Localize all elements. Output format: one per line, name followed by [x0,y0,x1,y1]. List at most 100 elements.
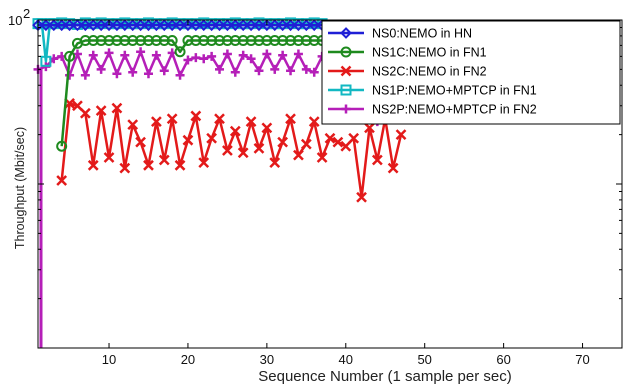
data-point [308,34,320,46]
data-point [87,34,99,46]
data-point [229,125,241,137]
data-point [71,19,84,32]
data-point [39,19,52,32]
data-point [95,34,107,46]
data-point [199,54,209,64]
data-point [260,19,273,32]
data-point [261,122,273,134]
data-point [253,142,265,154]
data-point [286,66,296,76]
data-point [158,154,170,166]
data-point [88,50,98,60]
data-point [293,149,304,161]
data-point [277,34,289,46]
x-tick-label: 50 [417,352,431,367]
data-point [63,19,76,32]
data-point [95,19,108,32]
data-point [151,50,161,60]
x-axis-label: Sequence Number (1 sample per sec) [258,368,511,385]
data-point [213,19,226,32]
data-point [40,55,52,67]
data-point [112,69,122,79]
x-tick-label: 40 [339,352,353,367]
data-point [340,140,352,152]
legend-entry: NS1P:NEMO+MPTCP in FN1 [328,84,537,98]
x-tick-label: 30 [260,352,274,367]
data-point [237,147,249,159]
data-point [159,66,169,76]
data-point [230,67,240,77]
legend-entry: NS2P:NEMO+MPTCP in FN2 [328,103,537,117]
data-point [300,138,312,150]
data-point [371,154,383,166]
legend-label: NS1C:NEMO in FN1 [372,46,487,60]
data-point [190,110,202,122]
legend-marker [340,27,352,39]
data-point [222,145,233,156]
data-point [245,116,257,128]
data-point [135,34,147,46]
data-point [79,19,92,32]
data-point [103,34,115,46]
data-point [182,34,194,46]
data-point [229,34,241,46]
data-point [79,34,91,46]
data-point [293,49,303,59]
data-point [87,159,99,171]
data-point [134,19,147,32]
data-point [238,50,248,60]
legend-entry: NS1C:NEMO in FN1 [328,46,487,60]
legend-entry: NS2C:NEMO in FN2 [328,65,487,79]
legend-marker [340,46,352,58]
data-point [87,19,100,32]
data-point [292,34,304,46]
data-point [120,50,130,60]
data-point [118,19,131,32]
y-axis-label: Throughput (Mbit/sec) [13,127,27,249]
data-point [128,67,138,77]
data-point [182,134,194,146]
data-point [284,19,297,32]
data-point [166,19,179,32]
data-point [245,34,257,46]
data-point [229,19,242,32]
series-1 [32,19,329,32]
data-point [103,152,115,163]
data-point [300,34,312,46]
data-point [253,19,265,32]
data-point [277,136,289,148]
data-point [221,19,234,32]
data-point [182,19,194,32]
data-point [64,50,76,62]
data-point [143,69,153,79]
legend-label: NS1P:NEMO+MPTCP in FN1 [372,84,537,98]
data-point [150,19,163,32]
data-point [111,19,123,32]
series-3 [56,98,407,203]
data-point [300,19,313,32]
data-point [214,113,225,125]
data-point [136,47,146,57]
data-point [119,162,131,174]
data-point [324,132,336,144]
data-point [79,107,91,119]
data-point [205,19,218,32]
data-point [111,102,123,114]
legend-box [321,20,621,125]
y-tick-label: 10 [8,13,22,28]
data-point [127,34,139,46]
data-point [246,54,256,64]
series-2 [56,34,328,152]
data-point [198,157,210,169]
data-point [308,19,321,32]
data-point [72,100,83,112]
data-point [103,19,115,32]
data-point [104,48,114,58]
x-tick-label: 20 [181,352,195,367]
data-point [119,34,131,46]
data-point [135,136,146,148]
data-point [332,136,344,148]
data-point [95,105,107,117]
